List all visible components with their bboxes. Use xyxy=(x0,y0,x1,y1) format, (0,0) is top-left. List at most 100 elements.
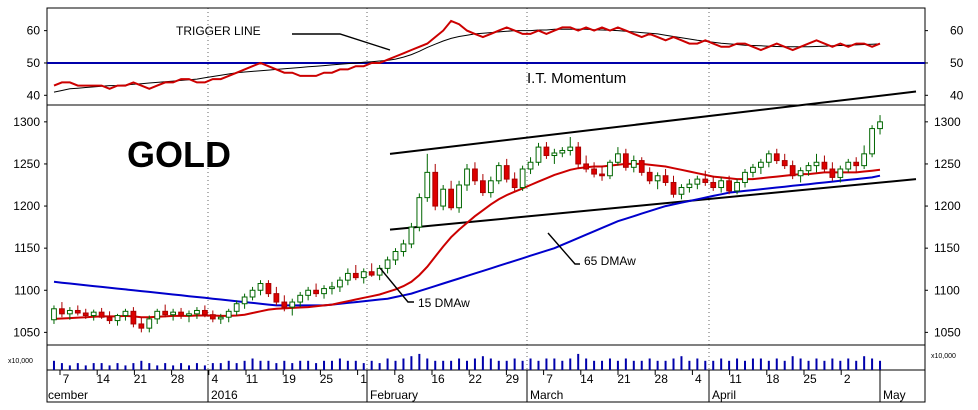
indicator-axis: 40 40 50 50 60 60 xyxy=(27,24,964,103)
day-tick-label: 18 xyxy=(766,372,780,386)
indicator-tick-right: 60 xyxy=(950,24,964,38)
momentum-lines xyxy=(47,19,925,93)
volume-bar xyxy=(807,360,810,370)
candle-body xyxy=(66,309,73,315)
volume-bar xyxy=(736,358,739,370)
volume-bar xyxy=(608,358,611,370)
candle-body xyxy=(734,181,740,192)
candle-body xyxy=(305,289,312,296)
price-tick-right: 1200 xyxy=(934,199,961,213)
candle-body xyxy=(225,310,232,318)
candle-body xyxy=(233,303,240,312)
day-tick-label: 7 xyxy=(63,372,70,386)
candle-body xyxy=(535,146,542,163)
candle-body xyxy=(869,128,875,155)
volume-bar xyxy=(386,358,389,370)
volume-bar xyxy=(481,356,484,370)
day-tick-label: 4 xyxy=(695,372,702,386)
volume-bar xyxy=(188,365,190,370)
volume-bar xyxy=(696,358,699,370)
candle-body xyxy=(638,160,645,173)
volume-bar xyxy=(823,360,826,370)
volume-bar xyxy=(164,363,167,370)
candle-body xyxy=(281,301,288,308)
volume-bar xyxy=(180,363,183,370)
candle-body xyxy=(106,316,113,322)
volume-bar xyxy=(235,363,238,370)
price-tick-right: 1050 xyxy=(934,325,961,339)
candle-body xyxy=(845,161,852,170)
volume-bar xyxy=(545,358,548,370)
volume-bar xyxy=(92,363,95,370)
candle-body xyxy=(495,165,502,182)
candle-body xyxy=(74,309,81,314)
price-tick-left: 1150 xyxy=(14,241,40,255)
volume-bar xyxy=(124,365,127,370)
volume-bar xyxy=(418,353,421,370)
day-tick-label: 7 xyxy=(546,372,553,386)
long-ma-label: 65 DMAw xyxy=(584,254,636,268)
candle-body xyxy=(781,160,788,167)
indicator-tick-right: 50 xyxy=(950,56,964,70)
volume-bar xyxy=(601,360,604,370)
volume-bar xyxy=(815,358,818,370)
price-tick-right: 1150 xyxy=(934,241,960,255)
candle-body xyxy=(607,161,613,177)
volume-bar xyxy=(680,356,683,370)
channel-lower-line xyxy=(389,178,917,231)
candle-body xyxy=(789,165,796,177)
candle-body xyxy=(217,316,224,320)
candle-body xyxy=(750,166,756,173)
day-tick-label: 29 xyxy=(506,372,520,386)
candle-body xyxy=(519,168,526,189)
volume-bar xyxy=(211,363,214,370)
volume-bar xyxy=(394,360,397,370)
candle-body xyxy=(456,184,462,209)
candle-body xyxy=(543,146,550,157)
volume-bar xyxy=(648,358,651,370)
volume-bar xyxy=(831,358,834,370)
volume-bar xyxy=(354,360,357,370)
candle-body xyxy=(861,153,868,167)
volume-bar xyxy=(402,358,405,370)
volume-bar xyxy=(378,363,381,370)
volume-bar xyxy=(52,360,55,370)
candle-body xyxy=(202,309,208,316)
candle-body xyxy=(821,161,828,170)
volume-bar xyxy=(346,360,349,370)
candle-body xyxy=(765,153,772,163)
indicator-tick-left: 50 xyxy=(27,56,41,70)
candle-body xyxy=(146,318,153,329)
volume-bar xyxy=(283,360,286,370)
volume-bar xyxy=(656,360,659,370)
price-axis: 1050 1050 1100 1100 1150 1150 1200 1200 1250 1250… xyxy=(13,115,961,340)
candle-body xyxy=(178,311,184,317)
volume-bar xyxy=(561,360,564,370)
candle-body xyxy=(265,283,272,295)
day-tick-label: 28 xyxy=(171,372,185,386)
candle-body xyxy=(480,180,486,194)
price-tick-right: 1250 xyxy=(934,157,961,171)
candle-body xyxy=(853,161,860,167)
day-tick-label: 8 xyxy=(397,372,404,386)
candle-body xyxy=(877,121,883,130)
volume-bar xyxy=(251,358,254,370)
grid-lines xyxy=(207,8,710,370)
volume-bar xyxy=(426,358,429,370)
candle-body xyxy=(130,310,137,325)
volume-bar xyxy=(855,360,858,370)
volume-bar xyxy=(116,363,119,370)
price-tick-left: 1050 xyxy=(13,325,40,339)
volume-bar xyxy=(60,363,63,370)
volume-bar xyxy=(505,360,508,370)
candle-body xyxy=(360,271,367,279)
candle-body xyxy=(742,171,748,183)
volume-bar xyxy=(767,360,770,370)
candle-body xyxy=(615,153,621,163)
volume-bar xyxy=(529,358,532,370)
month-label: February xyxy=(370,388,418,402)
price-tick-left: 1300 xyxy=(13,115,40,129)
volume-bar xyxy=(751,358,754,370)
day-tick-label: 11 xyxy=(729,372,742,386)
volume-bar xyxy=(712,360,715,370)
